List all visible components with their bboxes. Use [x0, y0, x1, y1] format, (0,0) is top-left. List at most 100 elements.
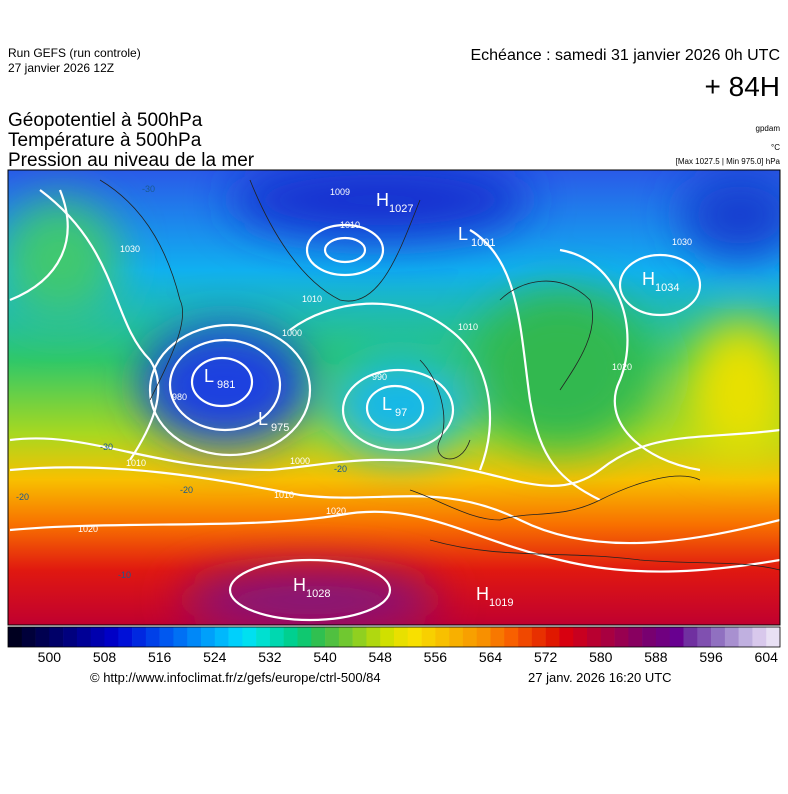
map-frame — [7, 169, 781, 626]
lead-time: + 84H — [705, 71, 781, 102]
isobar-label: 980 — [172, 392, 187, 402]
colorbar-tick-label: 532 — [258, 649, 282, 665]
center-symbol: H — [376, 190, 389, 210]
temperature-label: -20 — [334, 464, 347, 474]
isobar-label: 1010 — [340, 220, 360, 230]
color-cell — [173, 627, 188, 647]
color-cell — [724, 627, 739, 647]
color-cell — [118, 627, 133, 647]
isobar-label: 1020 — [612, 362, 632, 372]
color-cell — [697, 627, 712, 647]
center-symbol: H — [476, 584, 489, 604]
unit: gpdam — [756, 124, 781, 133]
color-cell — [76, 627, 92, 647]
color-cell — [435, 627, 450, 647]
colorbar-tick-label: 596 — [699, 649, 723, 665]
color-cell — [600, 627, 615, 647]
isobar-label: 1010 — [274, 490, 294, 500]
isobar-label: 1030 — [672, 237, 692, 247]
color-cell — [655, 627, 671, 647]
isobar-label: 1030 — [120, 244, 140, 254]
center-symbol: L — [458, 224, 468, 244]
color-cell — [338, 627, 353, 647]
isobar-label: 1009 — [330, 187, 350, 197]
color-cell — [104, 627, 119, 647]
field: Température à 500hPa — [8, 130, 202, 151]
colorbar-tick-label: 556 — [424, 649, 448, 665]
unit: [Max 1027.5 | Min 975.0] hPa — [676, 157, 781, 166]
colorbar-tick-label: 500 — [38, 649, 62, 665]
color-cell — [462, 627, 478, 647]
generated: 27 janv. 2026 16:20 UTC — [528, 670, 672, 685]
center-symbol: L — [382, 394, 392, 414]
color-cell — [669, 627, 684, 647]
center-value: 975 — [271, 422, 289, 434]
color-cell — [366, 627, 381, 647]
color-cell — [559, 627, 574, 647]
colorbar-tick-label: 540 — [313, 649, 337, 665]
temperature-label: -20 — [16, 492, 29, 502]
color-cell — [132, 627, 147, 647]
color-cell — [683, 627, 698, 647]
color-cell — [573, 627, 588, 647]
color-cell — [145, 627, 160, 647]
run-date: 27 janvier 2026 12Z — [8, 61, 114, 75]
color-cell — [63, 627, 78, 647]
color-cell — [421, 627, 436, 647]
isobars — [9, 189, 780, 622]
colorbar: 500 508 516 524 532 540 548 556 564 572 580 588 596 6… — [7, 626, 781, 665]
center-value: 1019 — [489, 597, 513, 609]
color-cell — [504, 627, 519, 647]
field-shading — [8, 170, 780, 625]
colorbar-tick-label: 588 — [644, 649, 668, 665]
center-symbol: H — [293, 575, 306, 595]
color-cell — [325, 627, 340, 647]
color-cell — [311, 627, 326, 647]
colorbar-frame — [7, 626, 781, 648]
color-cell — [752, 627, 767, 647]
run: Run GEFS (run controle) — [8, 46, 141, 60]
color-cell — [380, 627, 395, 647]
color-cell — [49, 627, 64, 647]
center-symbol: H — [642, 269, 655, 289]
colorbar-tick-label: 524 — [203, 649, 227, 665]
color-cell — [531, 627, 546, 647]
color-cell — [214, 627, 229, 647]
colorbar-tick-label: 604 — [755, 649, 779, 665]
color-cell — [159, 627, 174, 647]
color-cell — [449, 627, 464, 647]
isobar-label: 1010 — [458, 322, 478, 332]
temperature-label: -20 — [180, 485, 193, 495]
field: Géopotentiel à 500hPa — [8, 110, 203, 131]
colorbar-tick-label: 516 — [148, 649, 172, 665]
center-value: 1034 — [655, 282, 679, 294]
color-cell — [187, 627, 202, 647]
color-cell — [642, 627, 657, 647]
valid-time: Echéance : samedi 31 janvier 2026 0h UTC — [470, 47, 780, 64]
center-value: 1027 — [389, 203, 413, 215]
color-cell — [394, 627, 409, 647]
color-cell — [628, 627, 643, 647]
colorbar-tick-label: 572 — [534, 649, 558, 665]
color-cell — [21, 627, 36, 647]
color-cell — [242, 627, 257, 647]
color-cell — [256, 627, 271, 647]
isobar-label: 1010 — [126, 458, 146, 468]
isobar-label: 1000 — [282, 328, 302, 338]
isobar-label: 1010 — [302, 294, 322, 304]
coastlines — [99, 179, 780, 571]
source: © http://www.infoclimat.fr/z/gefs/europe… — [90, 670, 381, 685]
color-cell — [269, 627, 285, 647]
unit: °C — [771, 143, 780, 152]
isobar-label: 1000 — [290, 456, 310, 466]
colorbar-tick-label: 508 — [93, 649, 117, 665]
field: Pression au niveau de la mer — [8, 150, 255, 171]
isobar-label: 1020 — [326, 506, 346, 516]
center-symbol: L — [204, 366, 214, 386]
color-cell — [476, 627, 491, 647]
isobar-label: 990 — [372, 372, 387, 382]
center-value: 981 — [217, 379, 235, 391]
color-cell — [518, 627, 533, 647]
color-cell — [228, 627, 243, 647]
